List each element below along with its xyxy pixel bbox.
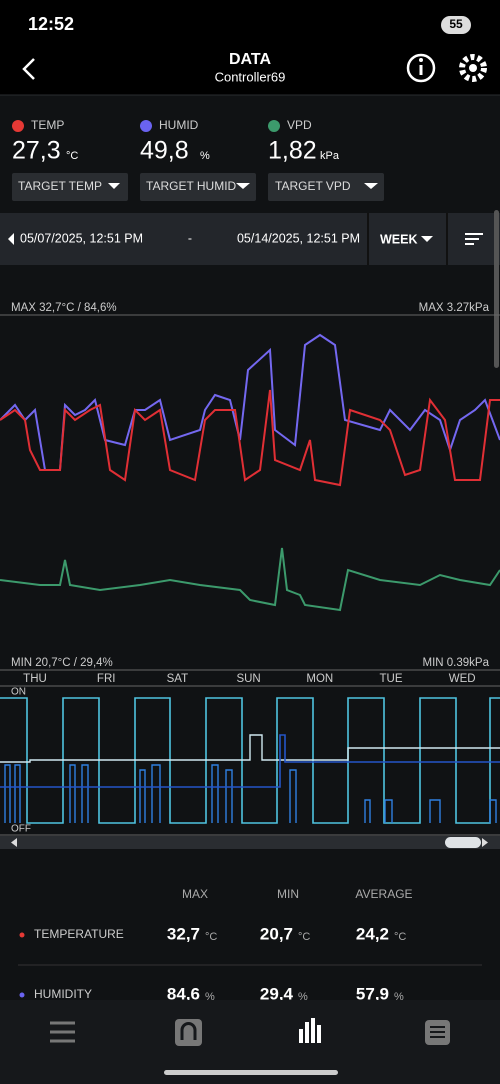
vpd-check [268, 120, 280, 132]
reading-label: VPD [287, 118, 312, 132]
row-name: TEMPERATURE [34, 927, 124, 941]
sort-button[interactable] [465, 233, 483, 245]
status-bar [0, 0, 500, 50]
info-icon [419, 58, 423, 62]
dropdown-label: TARGET VPD [275, 179, 351, 193]
on-label: ON [11, 687, 26, 698]
day-label: TUE [380, 673, 403, 685]
day-label: FRI [97, 673, 116, 685]
stats-table: MAX MIN AVERAGE TEMPERATURE 32,7 °C 20,7 °C 24,2… [18, 887, 482, 1003]
reading-temp: TEMP 27,3 °C TARGET TEMP [12, 118, 128, 201]
day-labels: THU FRI SAT SUN MON TUE WED [23, 673, 475, 685]
prev-arrow[interactable] [8, 233, 14, 245]
stat-unit: % [205, 991, 215, 1003]
dropdown-arrow [364, 183, 378, 189]
scroll-left[interactable] [11, 838, 17, 847]
reading-value: 49,8 [140, 137, 189, 165]
nav-data[interactable] [299, 1018, 321, 1043]
stat-value: 20,7 [260, 924, 293, 943]
device-state-line [0, 734, 500, 763]
device-state-line [0, 697, 500, 824]
day-label: THU [23, 673, 47, 685]
max-left: MAX 32,7°C / 84,6% [11, 302, 117, 314]
range-separator: - [188, 231, 192, 245]
day-label: WED [449, 673, 476, 685]
nav-icon [430, 1026, 445, 1038]
target-dropdown[interactable] [12, 173, 128, 201]
min-left: MIN 20,7°C / 29,4% [11, 657, 113, 669]
page-title: DATA [229, 51, 272, 68]
reading-unit: kPa [320, 150, 340, 162]
stat-unit: °C [205, 931, 217, 943]
device-name: Controller69 [215, 69, 286, 84]
reading-label: HUMID [159, 118, 199, 132]
min-right: MIN 0.39kPa [423, 657, 490, 669]
vpd-line [0, 547, 500, 612]
temp-check [12, 120, 24, 132]
temperature-line [0, 389, 500, 487]
stat-unit: % [394, 991, 404, 1003]
nav-icon [180, 1022, 197, 1040]
stat-unit: % [298, 991, 308, 1003]
day-label: MON [306, 673, 333, 685]
info-button[interactable] [406, 53, 436, 83]
stat-value: 24,2 [356, 924, 389, 943]
scroll-right[interactable] [482, 838, 488, 847]
stat-value: 84,6 [167, 984, 200, 1003]
scrollbar [494, 210, 499, 368]
stat-unit: °C [298, 931, 310, 943]
row-dot [19, 932, 25, 938]
scroll-thumb[interactable] [445, 837, 481, 848]
dropdown-arrow [421, 236, 433, 242]
reading-vpd: VPD 1,82 kPa TARGET VPD [268, 118, 384, 201]
stat-unit: °C [394, 931, 406, 943]
reading-value: 27,3 [12, 137, 61, 165]
dropdown-label: TARGET TEMP [18, 179, 102, 193]
dropdown-arrow [236, 183, 250, 189]
reading-label: TEMP [31, 118, 64, 132]
dropdown-label: TARGET HUMID [146, 179, 237, 193]
humidity-line [0, 333, 500, 471]
row-dot [19, 992, 25, 998]
column-header: AVERAGE [355, 887, 412, 901]
day-label: SAT [167, 673, 189, 685]
column-header: MAX [182, 887, 208, 901]
max-right: MAX 3.27kPa [419, 302, 490, 314]
off-label: OFF [11, 824, 31, 835]
target-dropdown[interactable] [140, 173, 256, 201]
range-bar [0, 213, 500, 265]
battery-level: 55 [449, 17, 463, 31]
reading-humid: HUMID 49,8 % TARGET HUMID [140, 118, 256, 201]
settings-button[interactable] [459, 54, 487, 82]
target-dropdown[interactable] [268, 173, 384, 201]
info-icon [419, 65, 423, 75]
range-end[interactable]: 05/14/2025, 12:51 PM [237, 231, 360, 245]
column-header: MIN [277, 887, 299, 901]
reading-unit: % [200, 150, 210, 162]
chart-scroller[interactable] [0, 836, 500, 849]
home-indicator [164, 1070, 338, 1075]
settings-icon [469, 64, 477, 72]
row-name: HUMIDITY [34, 987, 92, 1001]
device-state-line [0, 734, 500, 788]
range-start[interactable]: 05/07/2025, 12:51 PM [20, 231, 143, 245]
device-state-line [4, 764, 497, 823]
reading-value: 1,82 [268, 137, 317, 165]
back-button[interactable] [22, 58, 35, 80]
stat-value: 57,9 [356, 984, 389, 1003]
reading-unit: °C [66, 150, 78, 162]
dropdown-arrow [108, 183, 120, 189]
stat-value: 32,7 [167, 924, 200, 943]
nav-controls[interactable] [50, 1021, 75, 1043]
day-label: SUN [236, 673, 260, 685]
stat-value: 29,4 [260, 984, 294, 1003]
humid-check [140, 120, 152, 132]
battery [441, 16, 471, 34]
time: 12:52 [28, 14, 74, 34]
period-select[interactable]: WEEK [380, 232, 418, 246]
header [0, 50, 500, 95]
